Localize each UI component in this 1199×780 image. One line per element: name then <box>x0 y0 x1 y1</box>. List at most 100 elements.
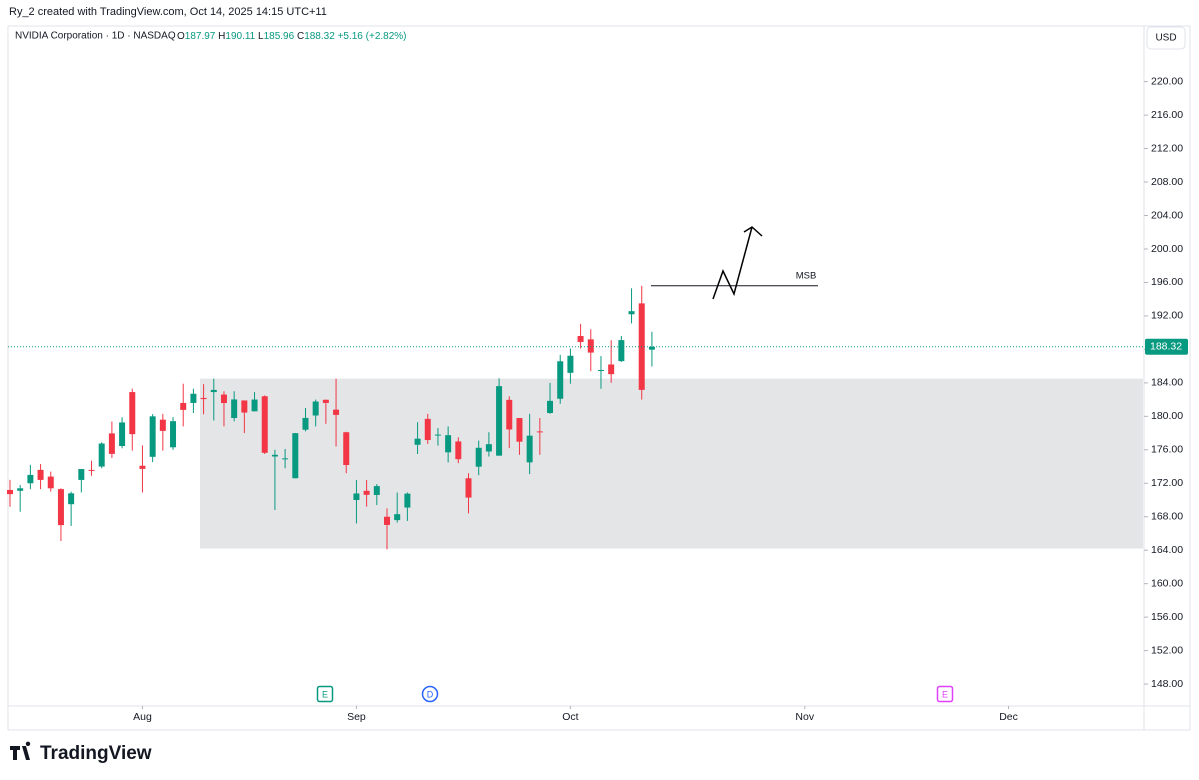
quote-value: 188.32 <box>304 31 335 42</box>
x-tick-label: Aug <box>133 711 152 723</box>
candle-body <box>251 399 258 412</box>
candle-body <box>170 421 177 448</box>
quote-label: O <box>177 31 185 42</box>
x-tick-label: Oct <box>562 711 578 723</box>
x-tick-label: Dec <box>999 711 1018 723</box>
candle-body <box>119 422 126 447</box>
y-tick-label: 220.00 <box>1151 75 1183 87</box>
y-tick-label: 160.00 <box>1151 577 1183 589</box>
event-label: D <box>427 689 434 699</box>
candle-body <box>496 386 503 456</box>
candle-body <box>363 490 370 495</box>
quote-value: 190.11 <box>225 31 255 42</box>
msb-label: MSB <box>796 270 817 281</box>
currency-box <box>1146 26 1186 50</box>
candle-body <box>628 311 635 315</box>
candle-body <box>231 399 238 419</box>
candle-body <box>597 369 604 371</box>
candle-body <box>404 493 411 508</box>
candle-body <box>526 435 533 463</box>
candle-body <box>47 476 54 489</box>
candle-body <box>27 474 34 484</box>
brand: TradingView <box>40 743 152 764</box>
candle-body <box>261 396 268 453</box>
candle-body <box>322 399 329 403</box>
candle-body <box>414 438 421 445</box>
y-tick-label: 148.00 <box>1151 678 1183 690</box>
quote: O187.97 H190.11 L185.96 C188.32 +5.16 (+… <box>177 31 407 42</box>
candle-body <box>577 336 584 342</box>
candle-body <box>557 361 564 399</box>
y-tick-label: 184.00 <box>1151 377 1183 389</box>
candle-body <box>180 402 187 410</box>
candle-body <box>475 447 482 467</box>
symbol: NVIDIA Corporation · 1D · NASDAQ <box>15 31 176 42</box>
y-tick-label: 196.00 <box>1151 276 1183 288</box>
candle-body <box>241 400 248 413</box>
candle-body <box>394 514 401 521</box>
candle-body <box>312 401 319 416</box>
candle-body <box>78 469 85 480</box>
y-tick-label: 216.00 <box>1151 109 1183 121</box>
y-tick-label: 180.00 <box>1151 410 1183 422</box>
y-tick-label: 204.00 <box>1151 209 1183 221</box>
quote-text: O187.97 H190.11 L185.96 C188.32 +5.16 (+… <box>177 31 407 42</box>
logo: TradingView <box>10 741 152 764</box>
plot: 148.00 152.00 156.00 160.00 164.00 168.00 172.… <box>7 75 1188 723</box>
candle-body <box>465 478 472 498</box>
quote-value: 187.97 <box>185 31 216 42</box>
event-icon <box>936 685 954 703</box>
candle-body <box>149 416 156 457</box>
last-price-label: 188.32 <box>1150 341 1182 353</box>
candle-body <box>282 458 289 460</box>
quote-change: +5.16 (+2.82%) <box>338 31 407 42</box>
candle-body <box>485 444 492 452</box>
candle-body <box>98 443 105 467</box>
candle-body <box>190 393 197 403</box>
credit: Ry_2 created with TradingView.com, Oct 1… <box>9 6 327 18</box>
x-tick-label: Sep <box>347 711 366 723</box>
candle-body <box>139 465 146 469</box>
candle-body <box>455 441 462 460</box>
candle-body <box>608 364 615 375</box>
frame <box>7 25 1191 731</box>
candle-body <box>587 339 594 353</box>
candle-body <box>516 418 523 442</box>
candle-body <box>547 400 554 413</box>
candle-body <box>333 409 340 415</box>
candle-body <box>434 434 441 436</box>
candle-body <box>424 418 431 441</box>
candle-body <box>68 493 75 505</box>
last-price-tag <box>1145 338 1188 355</box>
candle-body <box>220 394 227 404</box>
candle-body <box>57 489 64 526</box>
candle-body <box>88 469 95 471</box>
candle-body <box>302 417 309 430</box>
candle-body <box>506 399 513 430</box>
candle-body <box>7 489 13 495</box>
y-tick-label: 176.00 <box>1151 444 1183 456</box>
projection-arrow <box>712 226 753 300</box>
x-tick-label: Nov <box>795 711 814 723</box>
quote-label: L <box>258 31 264 42</box>
candle-body <box>618 340 625 362</box>
candle-body <box>353 493 360 501</box>
y-tick-label: 156.00 <box>1151 611 1183 623</box>
quote-label: H <box>218 31 225 42</box>
y-tick-label: 152.00 <box>1151 644 1183 656</box>
event-icon <box>421 685 439 703</box>
candle-body <box>292 433 299 479</box>
y-tick-label: 208.00 <box>1151 176 1183 188</box>
event-label: E <box>322 689 328 699</box>
candle-body <box>17 488 24 491</box>
y-tick-label: 172.00 <box>1151 477 1183 489</box>
event-icon <box>316 685 334 703</box>
arrow-head <box>743 226 763 237</box>
candle-body <box>37 469 44 480</box>
currency: USD <box>1155 33 1176 44</box>
candle-body <box>200 397 207 400</box>
y-tick-label: 164.00 <box>1151 544 1183 556</box>
candle-body <box>384 516 390 525</box>
candle-body <box>445 435 452 453</box>
